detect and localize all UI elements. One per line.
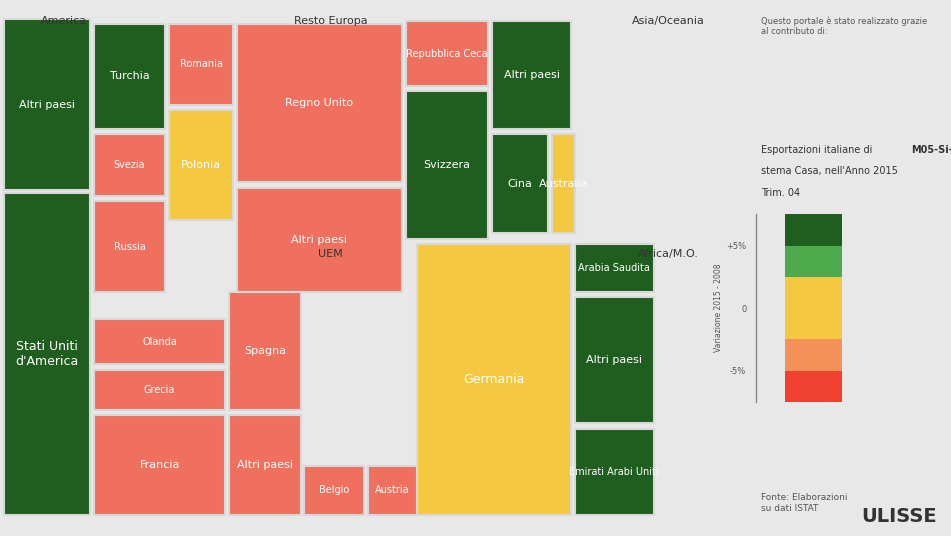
Text: M05-Si-: M05-Si- [911, 145, 951, 155]
Text: America: America [41, 16, 87, 26]
Text: Altri paesi: Altri paesi [586, 355, 642, 366]
Text: stema Casa, nell'Anno 2015: stema Casa, nell'Anno 2015 [762, 166, 898, 176]
FancyBboxPatch shape [229, 292, 301, 410]
Text: Cina: Cina [508, 178, 533, 189]
Text: Francia: Francia [140, 460, 180, 470]
FancyBboxPatch shape [94, 134, 165, 196]
FancyBboxPatch shape [574, 244, 653, 292]
Text: Emirati Arabi Uniti: Emirati Arabi Uniti [570, 467, 659, 477]
FancyBboxPatch shape [553, 134, 574, 233]
Text: Questo portale è stato realizzato grazie
al contributo di:: Questo portale è stato realizzato grazie… [762, 16, 927, 36]
Text: Trim. 04: Trim. 04 [762, 188, 801, 198]
FancyBboxPatch shape [492, 21, 571, 129]
Text: Resto Europa: Resto Europa [294, 16, 367, 26]
Text: Altri paesi: Altri paesi [291, 235, 347, 245]
FancyBboxPatch shape [406, 21, 489, 86]
Bar [785, 245, 842, 277]
FancyBboxPatch shape [492, 134, 549, 233]
Text: Grecia: Grecia [144, 385, 175, 395]
FancyBboxPatch shape [406, 91, 489, 239]
FancyBboxPatch shape [169, 24, 233, 105]
Text: Africa/M.O.: Africa/M.O. [638, 249, 699, 259]
Bar [785, 339, 842, 371]
Y-axis label: Variazione 2015 - 2008: Variazione 2015 - 2008 [714, 264, 724, 353]
Text: Asia/Oceania: Asia/Oceania [632, 16, 705, 26]
Bar [785, 277, 842, 339]
Text: Svizzera: Svizzera [423, 160, 471, 170]
Text: Fonte: Elaborazioni
su dati ISTAT: Fonte: Elaborazioni su dati ISTAT [762, 493, 847, 512]
FancyBboxPatch shape [237, 188, 402, 292]
Text: Germania: Germania [463, 373, 525, 386]
FancyBboxPatch shape [169, 110, 233, 220]
Text: Altri paesi: Altri paesi [503, 70, 559, 80]
FancyBboxPatch shape [4, 19, 90, 190]
Text: UEM: UEM [319, 249, 343, 259]
Text: Altri paesi: Altri paesi [237, 460, 293, 470]
Text: Spagna: Spagna [243, 346, 286, 356]
Text: Austria: Austria [376, 486, 410, 495]
FancyBboxPatch shape [304, 466, 364, 515]
Text: Belgio: Belgio [320, 486, 349, 495]
FancyBboxPatch shape [94, 319, 225, 364]
Text: Turchia: Turchia [109, 71, 149, 81]
FancyBboxPatch shape [94, 370, 225, 410]
Text: Stati Uniti
d'America: Stati Uniti d'America [15, 340, 79, 368]
FancyBboxPatch shape [417, 244, 571, 515]
Text: Russia: Russia [114, 242, 146, 251]
FancyBboxPatch shape [4, 193, 90, 515]
Bar [785, 371, 842, 402]
Text: Australia: Australia [538, 178, 589, 189]
FancyBboxPatch shape [237, 24, 402, 182]
FancyBboxPatch shape [94, 24, 165, 129]
Text: Svezia: Svezia [114, 160, 146, 170]
FancyBboxPatch shape [94, 201, 165, 292]
Text: Polonia: Polonia [181, 160, 221, 170]
FancyBboxPatch shape [229, 415, 301, 515]
FancyBboxPatch shape [94, 415, 225, 515]
Text: ULISSE: ULISSE [862, 507, 937, 525]
Text: Regno Unito: Regno Unito [285, 98, 354, 108]
Text: Arabia Saudita: Arabia Saudita [578, 263, 650, 273]
Text: Repubblica Ceca: Repubblica Ceca [406, 49, 488, 58]
FancyBboxPatch shape [574, 429, 653, 515]
Text: Esportazioni italiane di: Esportazioni italiane di [762, 145, 876, 155]
Text: Altri paesi: Altri paesi [19, 100, 75, 109]
Text: Olanda: Olanda [143, 337, 177, 347]
FancyBboxPatch shape [368, 466, 417, 515]
Text: Romania: Romania [180, 59, 223, 69]
FancyBboxPatch shape [574, 297, 653, 423]
Bar [785, 214, 842, 245]
